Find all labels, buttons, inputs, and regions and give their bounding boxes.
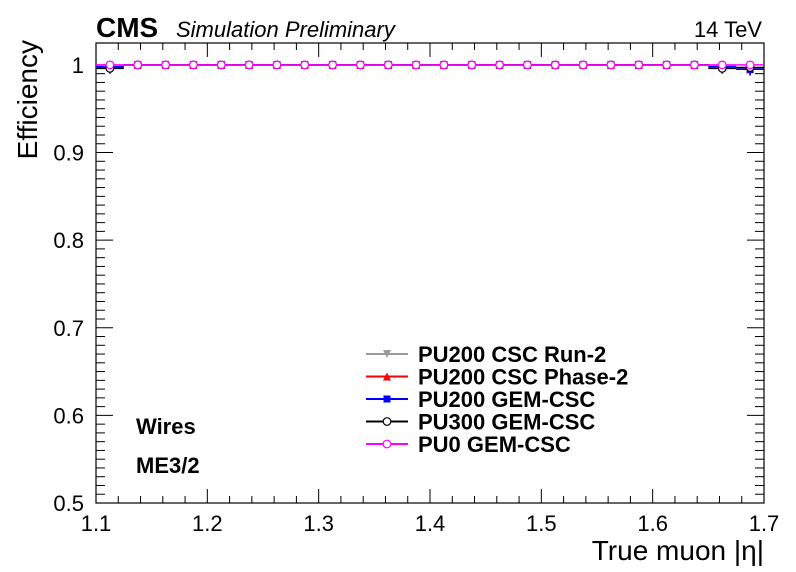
data-point	[383, 60, 393, 70]
cms-label: CMS	[96, 12, 158, 43]
legend-entry: PU0 GEM-CSC	[366, 432, 571, 457]
x-tick-label: 1.3	[303, 511, 334, 536]
y-tick-label: 0.5	[53, 491, 84, 516]
data-point	[578, 60, 588, 70]
data-point	[272, 60, 282, 70]
data-point	[300, 60, 310, 70]
legend-entry: PU200 CSC Run-2	[366, 342, 606, 367]
data-point	[216, 60, 226, 70]
y-tick-label: 0.8	[53, 228, 84, 253]
simulation-label: Simulation Preliminary	[176, 17, 397, 42]
legend-marker	[383, 350, 391, 358]
data-point	[550, 60, 560, 70]
legend-label: PU200 GEM-CSC	[418, 387, 595, 412]
data-point	[662, 60, 671, 70]
x-tick-label: 1.7	[749, 511, 780, 536]
x-axis-title: True muon |η|	[592, 535, 764, 566]
legend-entry: PU200 CSC Phase-2	[366, 365, 628, 390]
y-tick-label: 1	[72, 53, 84, 78]
data-point	[244, 60, 254, 70]
legend-entry: PU300 GEM-CSC	[366, 410, 595, 435]
data-point	[523, 60, 532, 70]
annotation-wires: Wires	[136, 414, 196, 439]
x-tick-label: 1.4	[415, 511, 446, 536]
legend-entry: PU200 GEM-CSC	[366, 387, 595, 412]
y-tick-label: 0.9	[53, 141, 84, 166]
legend-label: PU200 CSC Run-2	[418, 342, 606, 367]
legend-label: PU0 GEM-CSC	[418, 432, 571, 457]
axis-ticks	[95, 43, 765, 504]
data-point	[133, 60, 143, 70]
data-point	[356, 60, 365, 70]
legend-marker	[382, 417, 392, 426]
legend-marker	[382, 439, 392, 449]
data-point	[495, 60, 504, 70]
data-series	[96, 60, 764, 76]
data-point	[105, 60, 115, 70]
data-point	[328, 60, 337, 70]
x-tick-label: 1.5	[526, 511, 557, 536]
energy-label: 14 TeV	[694, 17, 762, 42]
legend-label: PU300 GEM-CSC	[418, 410, 595, 435]
tick-labels: 1.1 1.2 1.3 1.4 1.5 1.6 1.7 0.5 0.6 0.7 0.8 0.9 1	[53, 53, 779, 536]
data-point	[189, 60, 198, 70]
data-point	[161, 60, 170, 70]
legend-marker	[383, 395, 391, 403]
y-tick-label: 0.6	[53, 403, 84, 428]
y-tick-label: 0.7	[53, 316, 84, 341]
data-point	[717, 60, 727, 70]
legend-label: PU200 CSC Phase-2	[418, 365, 628, 390]
data-point	[411, 60, 421, 70]
y-axis-title: Efficiency	[12, 40, 43, 159]
data-point	[606, 60, 616, 70]
x-tick-label: 1.6	[637, 511, 668, 536]
data-point	[690, 60, 699, 70]
data-point	[634, 60, 644, 70]
x-tick-label: 1.1	[81, 511, 112, 536]
annotation-chamber: ME3/2	[136, 453, 200, 478]
series-pu0-gem-csc	[96, 60, 764, 70]
legend-marker	[383, 372, 391, 381]
x-tick-label: 1.2	[192, 511, 223, 536]
data-point	[467, 60, 477, 70]
data-point	[439, 60, 449, 70]
data-point	[745, 60, 755, 70]
